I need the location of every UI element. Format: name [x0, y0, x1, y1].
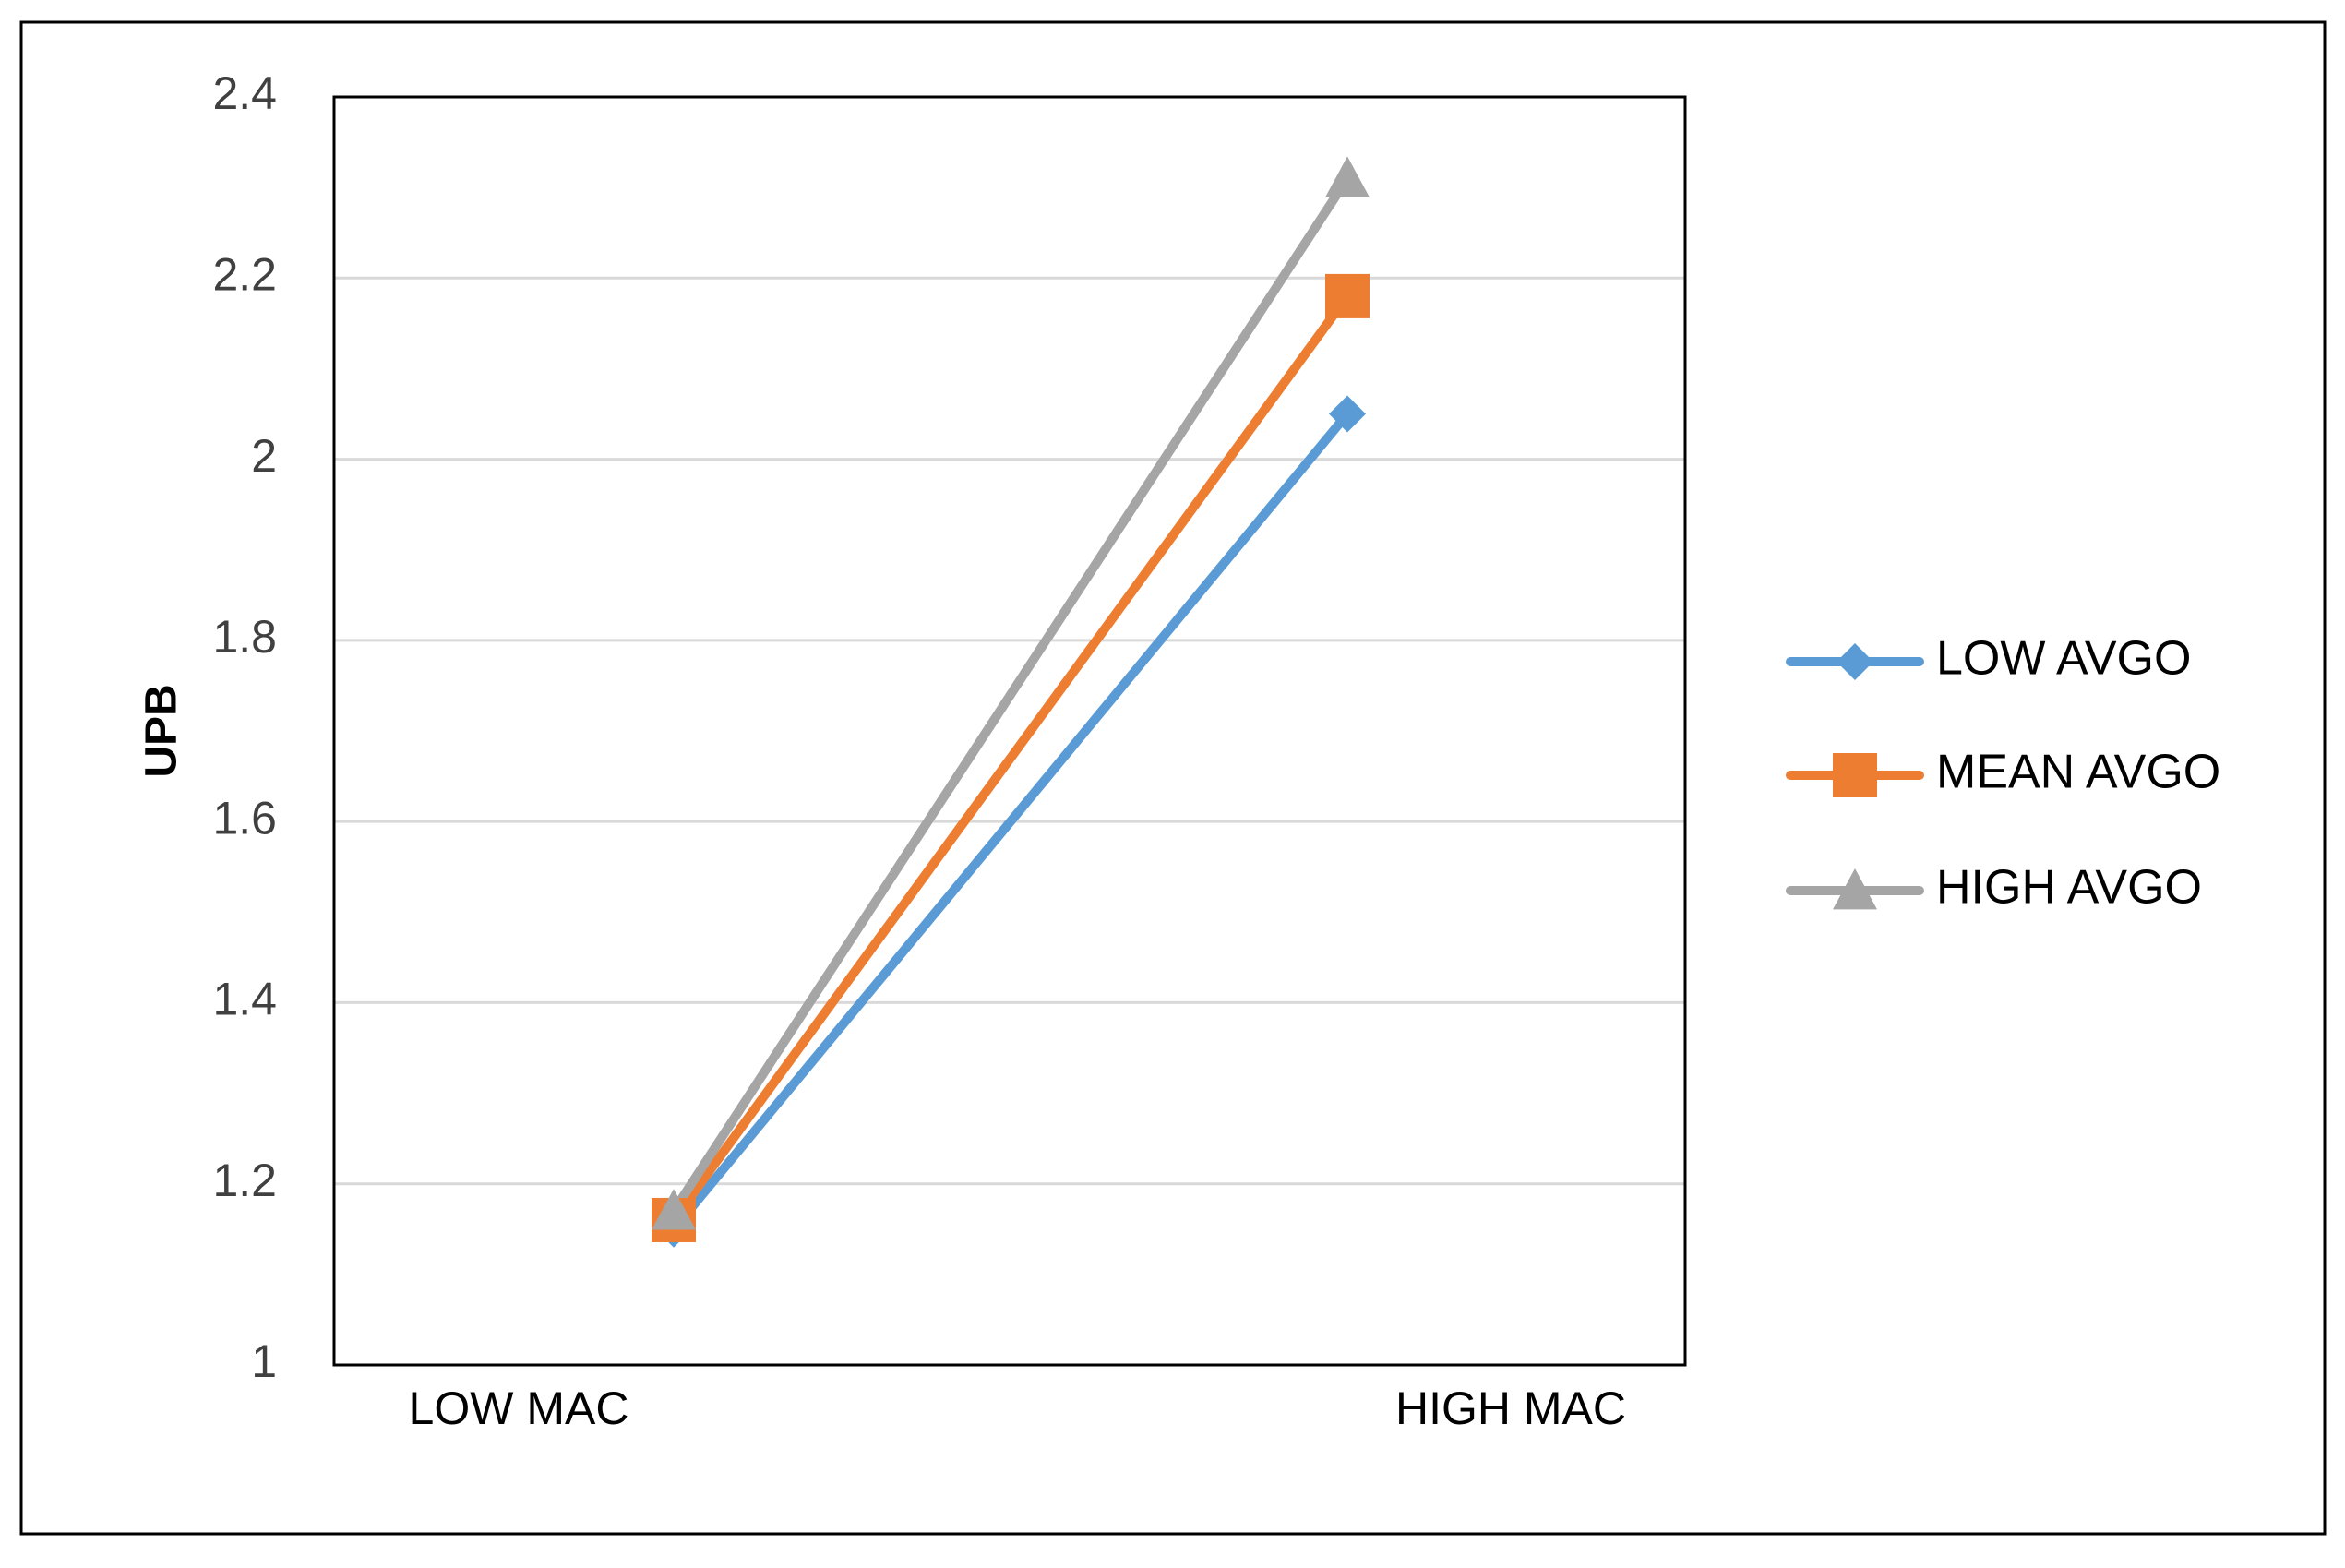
data-point-1-1 — [1325, 273, 1370, 318]
x-tick-label: LOW MAC — [409, 1382, 629, 1434]
y-axis-label: UPB — [138, 684, 186, 777]
plot-area-border — [332, 95, 1687, 1367]
series-lines — [669, 174, 1352, 1234]
series-markers — [652, 156, 1370, 1248]
y-tick-label: 1.4 — [212, 974, 277, 1025]
y-tick-label: 1 — [251, 1335, 277, 1387]
data-point-0-1 — [1329, 395, 1366, 433]
legend: LOW AVGO MEAN AVGO HIGH AVGO — [1786, 632, 2220, 915]
legend-marker-2 — [1833, 868, 1877, 910]
data-point-2-0 — [652, 1189, 696, 1230]
data-point-2-1 — [1325, 156, 1370, 197]
plot-area — [334, 97, 1685, 1365]
y-tick-labels: 1 1.2 1.4 1.6 1.8 2 2.2 2.4 — [212, 67, 277, 1387]
series-line-2 — [669, 174, 1352, 1216]
legend-label-1: MEAN AVGO — [1936, 746, 2220, 799]
x-tick-label: HIGH MAC — [1395, 1382, 1626, 1434]
legend-label-0: LOW AVGO — [1936, 632, 2191, 686]
grid-lines — [334, 276, 1685, 1186]
series-line-0 — [669, 409, 1352, 1234]
y-tick-label: 2 — [251, 430, 277, 482]
y-tick-label: 2.2 — [212, 248, 277, 300]
legend-marker-0 — [1837, 643, 1873, 680]
y-tick-label: 1.6 — [212, 792, 277, 844]
y-tick-label: 2.4 — [212, 67, 277, 119]
legend-label-2: HIGH AVGO — [1936, 861, 2202, 915]
y-tick-label: 1.2 — [212, 1155, 277, 1206]
legend-marker-1 — [1833, 753, 1877, 797]
x-tick-labels: LOW MAC HIGH MAC — [409, 1382, 1626, 1434]
series-line-1 — [669, 291, 1352, 1225]
y-tick-label: 1.8 — [212, 611, 277, 663]
